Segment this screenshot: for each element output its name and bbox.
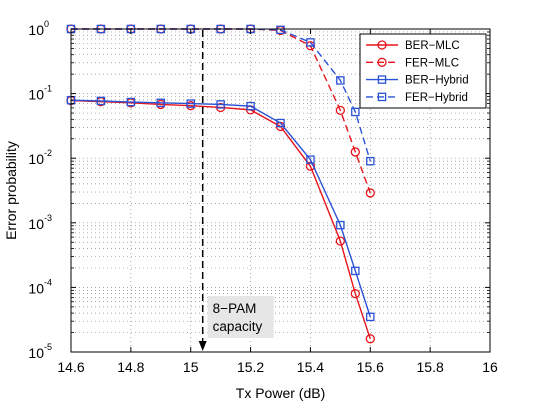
y-tick-exponent: -1 — [44, 84, 52, 94]
y-tick-base: 10 — [28, 151, 44, 167]
annotation-8pam-capacity: 8−PAM capacity — [198, 30, 274, 351]
series-line — [70, 99, 371, 318]
annotation-box — [207, 296, 274, 338]
x-tick-label: 15.6 — [357, 359, 384, 375]
data-point — [335, 105, 346, 116]
capacity-arrow-head — [198, 341, 207, 351]
data-point — [350, 147, 360, 157]
data-point — [335, 236, 346, 246]
y-tick-label: 10 — [28, 151, 44, 167]
data-point — [306, 38, 315, 47]
y-tick-exponent: -5 — [44, 342, 52, 352]
y-tick-label: 10 — [28, 87, 44, 103]
y-axis-label: Error probability — [3, 141, 19, 240]
data-point — [365, 188, 375, 198]
series-line — [71, 28, 371, 194]
legend-label: BER−MLC — [405, 40, 460, 52]
data-point — [246, 101, 255, 111]
legend-marker — [377, 40, 387, 50]
annotation-line-2: capacity — [213, 319, 263, 334]
series-line — [70, 99, 371, 340]
legend-label: BER−Hybrid — [405, 75, 469, 87]
y-tick-exponent: -3 — [44, 213, 52, 223]
data-point — [351, 107, 360, 117]
data-point — [305, 161, 316, 171]
data-point — [186, 99, 195, 108]
data-point — [306, 155, 315, 164]
x-tick-label: 14.8 — [117, 359, 144, 375]
data-point — [336, 220, 345, 230]
data-point — [350, 289, 360, 299]
data-point — [366, 312, 375, 322]
data-point — [216, 100, 225, 109]
y-tick-base: 10 — [28, 87, 44, 103]
legend-marker — [377, 57, 387, 67]
x-tick-label: 15 — [183, 359, 199, 375]
x-tick-label: 14.6 — [57, 359, 84, 375]
x-tick-label: 15.4 — [297, 359, 324, 375]
y-tick-label: 10 — [28, 22, 44, 38]
y-tick-label: 10 — [28, 280, 44, 296]
y-tick-base: 10 — [28, 280, 44, 296]
y-tick-base: 10 — [28, 22, 44, 38]
data-point — [276, 25, 285, 35]
legend-label: FER−MLC — [405, 57, 459, 69]
legend-marker — [377, 92, 387, 102]
y-tick-label: 10 — [28, 216, 44, 232]
y-tick-label: 10 — [28, 345, 44, 361]
y-tick-base: 10 — [28, 216, 44, 232]
annotation-line-1: 8−PAM — [213, 301, 257, 316]
y-tick-exponent: -2 — [44, 148, 52, 158]
axes-box — [70, 28, 491, 353]
data-point — [156, 98, 166, 108]
y-tick-base: 10 — [28, 345, 44, 361]
y-tick-exponent: -4 — [44, 277, 52, 287]
x-tick-label: 15.2 — [237, 359, 264, 375]
data-point — [126, 97, 136, 107]
x-tick-label: 15.8 — [417, 359, 444, 375]
legend-label: FER−Hybrid — [405, 92, 468, 104]
x-tick-label: 16 — [482, 359, 498, 375]
data-point — [276, 118, 285, 128]
data-point — [96, 96, 106, 106]
x-axis-label: Tx Power (dB) — [236, 385, 325, 401]
data-point — [351, 266, 360, 276]
legend: BER−MLC FER−MLC BER−Hybrid FER−Hybrid — [359, 33, 487, 109]
legend-box — [359, 33, 487, 109]
y-tick-exponent: 0 — [44, 19, 49, 29]
data-point — [365, 334, 375, 344]
data-point — [366, 156, 375, 166]
legend-marker — [377, 75, 387, 84]
data-point — [336, 76, 345, 85]
